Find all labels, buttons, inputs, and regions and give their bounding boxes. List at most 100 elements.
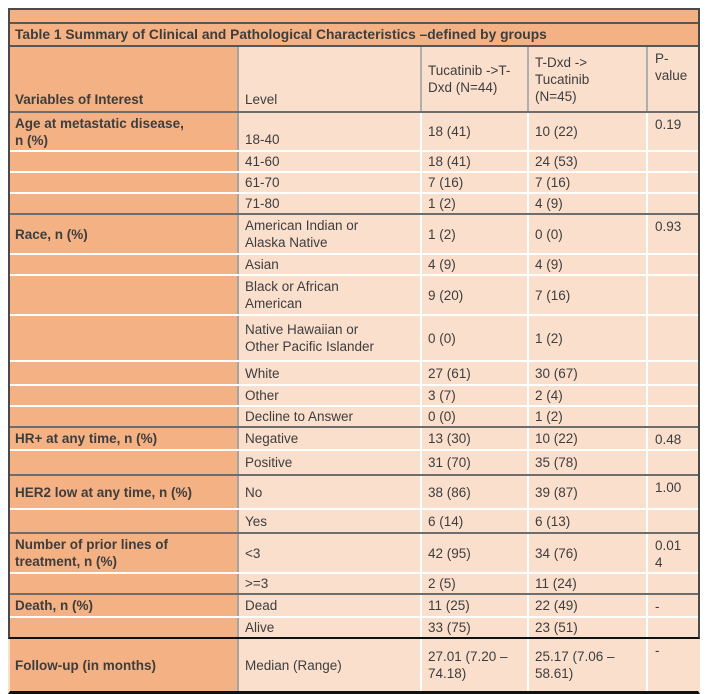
- cell-level: American Indian or Alaska Native: [239, 215, 422, 253]
- cell-arm2: 25.17 (7.06 – 58.61): [529, 639, 648, 691]
- table-row: Black or African American 9 (20) 7 (16): [10, 274, 698, 314]
- cell-variable: [10, 316, 239, 360]
- cell-p-value: 0.93: [655, 219, 682, 234]
- cell-p-value: [648, 510, 698, 532]
- cell-level: 18-40: [239, 113, 422, 150]
- cell-variable: Follow-up (in months): [10, 639, 239, 691]
- table-row: Race, n (%) American Indian or Alaska Nat…: [10, 213, 698, 253]
- table-row: 41-60 18 (41) 24 (53): [10, 150, 698, 171]
- cell-arm2: 4 (9): [529, 194, 648, 213]
- cell-arm1: 11 (25): [422, 595, 529, 616]
- cell-level: Alive: [239, 618, 422, 637]
- cell-p-value: [648, 316, 698, 360]
- table-main-box: Table 1 Summary of Clinical and Patholog…: [8, 8, 700, 639]
- cell-arm1: 38 (86): [422, 476, 529, 508]
- cell-arm1: 7 (16): [422, 173, 529, 192]
- cell-arm1: 31 (70): [422, 451, 529, 474]
- cell-arm2: 7 (16): [529, 276, 648, 314]
- cell-level: Decline to Answer: [239, 407, 422, 426]
- cell-level: 61-70: [239, 173, 422, 192]
- cell-arm2: 6 (13): [529, 510, 648, 532]
- cell-p-value: 0.48: [655, 432, 682, 447]
- cell-arm2: 22 (49): [529, 595, 648, 616]
- cell-variable: [10, 194, 239, 213]
- cell-p-value: [648, 362, 698, 384]
- cell-arm1: 13 (30): [422, 428, 529, 449]
- table-row: HER2 low at any time, n (%) No 38 (86) 39 (…: [10, 474, 698, 508]
- cell-variable: [10, 574, 239, 593]
- cell-arm1: 27 (61): [422, 362, 529, 384]
- table-row: Age at metastatic disease, n (%) 18-40 18 …: [10, 111, 698, 150]
- cell-arm1: 3 (7): [422, 386, 529, 405]
- cell-level: Yes: [239, 510, 422, 532]
- header-arm-tdxd-tucatinib: T-Dxd -> Tucatinib (N=45): [529, 47, 648, 111]
- table-row: Yes 6 (14) 6 (13): [10, 508, 698, 532]
- cell-level: Negative: [239, 428, 422, 449]
- header-arm-tucatinib-tdxd: Tucatinib ->T- Dxd (N=44): [422, 47, 529, 111]
- cell-arm2: 11 (24): [529, 574, 648, 593]
- cell-variable: [10, 362, 239, 384]
- cell-p-value: [648, 173, 698, 192]
- cell-arm2: 1 (2): [529, 407, 648, 426]
- table-header-row: Variables of Interest Level Tucatinib ->…: [10, 47, 698, 111]
- cell-arm2: 24 (53): [529, 152, 648, 171]
- cell-variable: [10, 510, 239, 532]
- cell-p-value: -: [655, 643, 660, 658]
- cell-p-value: [648, 255, 698, 274]
- cell-arm2: 23 (51): [529, 618, 648, 637]
- cell-arm2: 30 (67): [529, 362, 648, 384]
- cell-level: Median (Range): [239, 639, 422, 691]
- cell-arm2: 7 (16): [529, 173, 648, 192]
- cell-arm1: 9 (20): [422, 276, 529, 314]
- cell-p-value: [648, 451, 698, 474]
- cell-p-value: [648, 194, 698, 213]
- cell-variable: Age at metastatic disease, n (%): [10, 113, 239, 150]
- cell-arm2: 1 (2): [529, 316, 648, 360]
- cell-p-value: [648, 152, 698, 171]
- cell-arm2: 4 (9): [529, 255, 648, 274]
- cell-variable: HR+ at any time, n (%): [10, 428, 239, 449]
- header-p-value: P- value: [655, 51, 688, 83]
- cell-level: Native Hawaiian or Other Pacific Islande…: [239, 316, 422, 360]
- cell-p-value: [648, 386, 698, 405]
- cell-arm1: 42 (95): [422, 534, 529, 572]
- cell-level: 41-60: [239, 152, 422, 171]
- header-level: Level: [239, 47, 422, 111]
- table-row: >=3 2 (5) 11 (24): [10, 572, 698, 593]
- cell-arm1: 18 (41): [422, 152, 529, 171]
- cell-level: Other: [239, 386, 422, 405]
- cell-arm2: 0 (0): [529, 215, 648, 253]
- cell-variable: [10, 386, 239, 405]
- cell-arm1: 2 (5): [422, 574, 529, 593]
- cell-level: Positive: [239, 451, 422, 474]
- table-row: Alive 33 (75) 23 (51): [10, 616, 698, 637]
- table-row: Death, n (%) Dead 11 (25) 22 (49) -: [10, 593, 698, 616]
- cell-arm1: 1 (2): [422, 215, 529, 253]
- cell-variable: [10, 451, 239, 474]
- cell-variable: Death, n (%): [10, 595, 239, 616]
- table-row: White 27 (61) 30 (67): [10, 360, 698, 384]
- cell-p-value: [648, 276, 698, 314]
- summary-table: Table 1 Summary of Clinical and Patholog…: [8, 8, 700, 694]
- cell-arm1: 27.01 (7.20 – 74.18): [422, 639, 529, 691]
- cell-variable: HER2 low at any time, n (%): [10, 476, 239, 508]
- table-row: Decline to Answer 0 (0) 1 (2): [10, 405, 698, 426]
- cell-arm1: 6 (14): [422, 510, 529, 532]
- cell-variable: [10, 276, 239, 314]
- table-row: Asian 4 (9) 4 (9): [10, 253, 698, 274]
- cell-arm2: 2 (4): [529, 386, 648, 405]
- cell-p-value: -: [655, 599, 660, 614]
- cell-level: Dead: [239, 595, 422, 616]
- cell-variable: [10, 618, 239, 637]
- table-row: Positive 31 (70) 35 (78): [10, 449, 698, 474]
- table-row: HR+ at any time, n (%) Negative 13 (30) 10 …: [10, 426, 698, 449]
- cell-arm2: 10 (22): [529, 428, 648, 449]
- cell-arm2: 10 (22): [529, 113, 648, 150]
- table-title: Table 1 Summary of Clinical and Patholog…: [10, 24, 698, 47]
- cell-variable: [10, 407, 239, 426]
- cell-variable: Race, n (%): [10, 215, 239, 253]
- cell-arm2: 35 (78): [529, 451, 648, 474]
- cell-level: Asian: [239, 255, 422, 274]
- table-row: Number of prior lines of treatment, n (%…: [10, 532, 698, 572]
- cell-p-value: [648, 574, 698, 593]
